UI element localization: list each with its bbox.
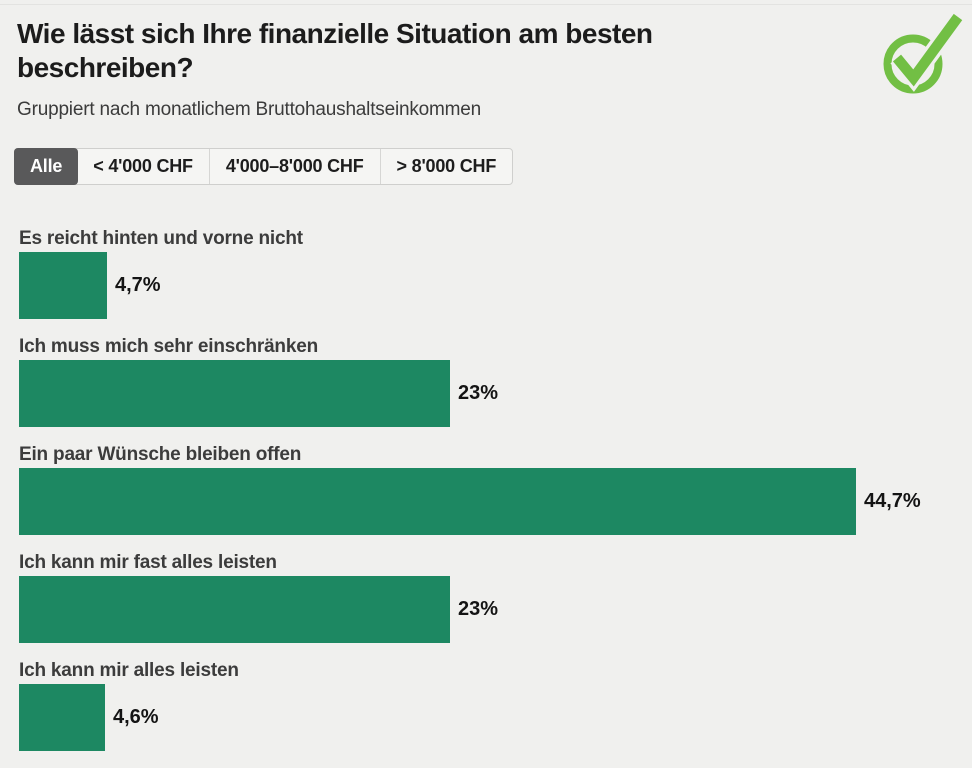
chart-row: Ich muss mich sehr einschränken 23% [19,336,972,427]
chart-row: Ich kann mir alles leisten 4,6% [19,660,972,751]
tab-over-8000-chf[interactable]: > 8'000 CHF [379,149,513,184]
page-title-line2: beschreiben? [17,52,194,83]
value-label: 23% [458,598,499,620]
category-label: Es reicht hinten und vorne nicht [19,228,303,249]
category-label: Ein paar Wünsche bleiben offen [19,444,302,465]
bar-chart: Es reicht hinten und vorne nicht 4,7% Ic… [0,185,972,751]
bar [19,576,450,643]
category-label: Ich muss mich sehr einschränken [19,336,318,357]
income-filter-tabs: Alle < 4'000 CHF 4'000–8'000 CHF > 8'000… [14,148,514,185]
bar-row: 4,6% [19,684,972,751]
bar-row: 4,7% [19,252,972,319]
page-title: Wie lässt sich Ihre finanzielle Situatio… [17,17,956,85]
bar [19,252,107,319]
value-label: 4,7% [115,274,161,296]
page-subtitle: Gruppiert nach monatlichem Bruttohaushal… [17,99,481,120]
bar [19,684,105,751]
value-label: 44,7% [864,490,921,512]
tab-4000-8000-chf[interactable]: 4'000–8'000 CHF [208,149,380,184]
bar-row: 23% [19,576,972,643]
bar-row: 44,7% [19,468,972,535]
bar [19,468,856,535]
tab-under-4000-chf[interactable]: < 4'000 CHF [77,149,209,184]
value-label: 4,6% [113,706,159,728]
chart-row: Es reicht hinten und vorne nicht 4,7% [19,228,972,319]
top-divider [0,4,972,5]
chart-row: Ich kann mir fast alles leisten 23% [19,552,972,643]
tab-alle[interactable]: Alle [14,148,79,185]
category-label: Ich kann mir fast alles leisten [19,552,277,573]
bar [19,360,450,427]
category-label: Ich kann mir alles leisten [19,660,239,681]
bar-row: 23% [19,360,972,427]
page-title-line1: Wie lässt sich Ihre finanzielle Situatio… [17,18,653,49]
chart-row: Ein paar Wünsche bleiben offen 44,7% [19,444,972,535]
value-label: 23% [458,382,499,404]
header: Wie lässt sich Ihre finanzielle Situatio… [0,0,972,121]
checkmark-logo-icon [878,11,965,96]
